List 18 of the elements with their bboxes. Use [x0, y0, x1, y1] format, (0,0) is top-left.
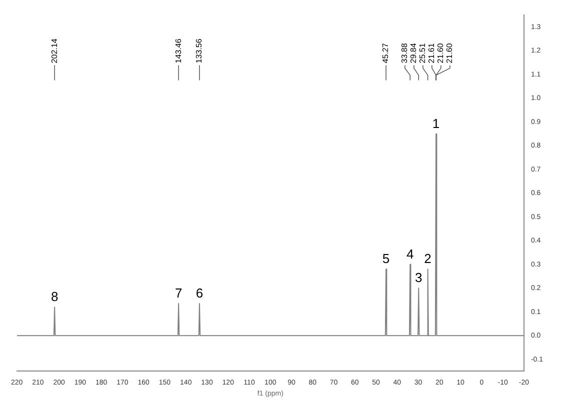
annotation: 143.46 [174, 38, 183, 64]
annotation: 29.84 [409, 42, 418, 64]
annotation: 2 [424, 251, 432, 266]
annotation: 21.60 [445, 42, 454, 64]
annotation: 6 [196, 286, 204, 301]
annotation: 133.56 [194, 38, 204, 64]
annotation: 4 [406, 246, 414, 262]
annotation: 8 [50, 289, 58, 304]
annotation: 45.27 [381, 42, 390, 64]
annotation: 25.51 [418, 42, 428, 64]
annotation: 21.60 [436, 42, 446, 64]
annotation: 1 [432, 116, 440, 131]
annotation: 7 [174, 286, 182, 301]
annotation: 21.61 [427, 42, 436, 64]
annotation: 33.88 [400, 42, 410, 64]
annotation: 3 [415, 270, 422, 286]
annotation: 202.14 [50, 38, 59, 64]
annotation: 5 [382, 251, 390, 266]
